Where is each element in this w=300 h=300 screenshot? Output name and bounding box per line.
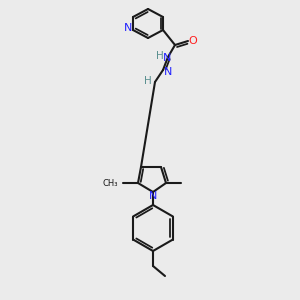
Text: O: O — [189, 36, 197, 46]
Text: CH₃: CH₃ — [103, 178, 118, 188]
Text: N: N — [163, 53, 171, 63]
Text: N: N — [164, 67, 172, 77]
Text: N: N — [124, 23, 132, 33]
Text: H: H — [144, 76, 152, 86]
Text: N: N — [149, 191, 157, 201]
Text: H: H — [156, 51, 164, 61]
